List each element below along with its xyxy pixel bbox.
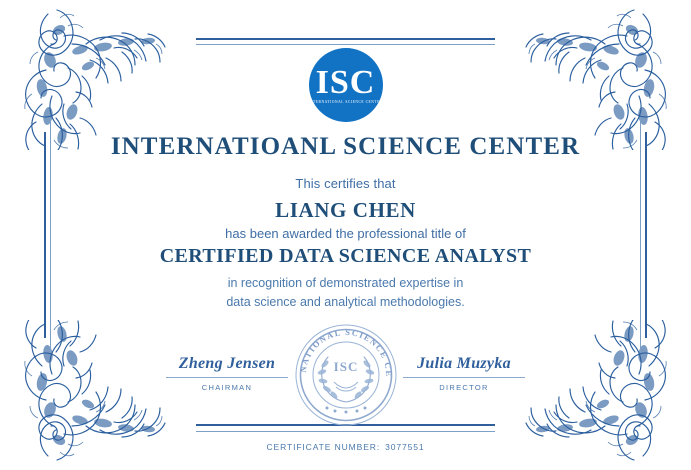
border-rule-left-thick: [44, 132, 46, 338]
border-rule-bottom-thin: [196, 431, 495, 432]
isc-logo: ISC INTERNATIONAL SCIENCE CENTER: [308, 48, 383, 122]
certifies-line: This certifies that: [295, 176, 396, 191]
recipient-name: LIANG CHEN: [275, 198, 416, 222]
ornament-top-right-icon: [519, 0, 689, 150]
official-seal: INTERNATIONAL SCIENCE CENTER: [293, 322, 399, 428]
signature-role: DIRECTOR: [439, 383, 489, 392]
border-rule-top-thin: [196, 44, 495, 45]
logo-letters: ISC: [315, 63, 376, 101]
border-rule-left-thin: [50, 118, 51, 352]
signature-line: [403, 377, 525, 378]
svg-text:ISC: ISC: [333, 359, 358, 374]
recognition-line-2: data science and analytical methodologie…: [226, 295, 465, 310]
awarded-line: has been awarded the professional title …: [225, 226, 466, 241]
logo-subtext: INTERNATIONAL SCIENCE CENTER: [308, 99, 383, 104]
border-rule-right-thin: [640, 118, 641, 352]
organization-title: INTERNATIOANL SCIENCE CENTER: [110, 133, 581, 160]
award-title: CERTIFIED DATA SCIENCE ANALYST: [159, 245, 532, 267]
signature-block-director: Julia Muzyka DIRECTOR: [389, 352, 539, 392]
ornament-top-left-icon: [2, 0, 172, 150]
signature-name: Zheng Jensen: [178, 355, 276, 372]
certificate-number-value: 3077551: [385, 442, 425, 452]
certificate-number-label: CERTIFICATE NUMBER:: [266, 442, 381, 452]
signature-role: CHAIRMAN: [201, 383, 253, 392]
signature-name: Julia Muzyka: [417, 355, 511, 372]
border-rule-top-thick: [196, 38, 495, 40]
signature-line: [166, 377, 288, 378]
recognition-line-1: in recognition of demonstrated expertise…: [227, 276, 464, 290]
recognition-text: in recognition of demonstrated expertise…: [0, 274, 691, 313]
signature-block-chairman: Zheng Jensen CHAIRMAN: [152, 352, 302, 392]
certificate-number: CERTIFICATE NUMBER: 3077551: [0, 442, 691, 452]
border-rule-right-thick: [645, 132, 647, 338]
